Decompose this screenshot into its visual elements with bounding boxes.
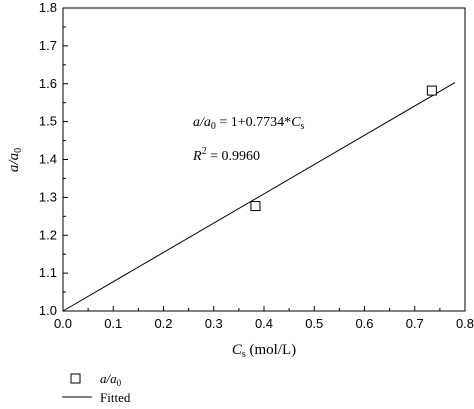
x-tick-label: 0.0 xyxy=(54,316,72,331)
x-tick-label: 0.1 xyxy=(104,316,122,331)
y-tick-label: 1.2 xyxy=(39,227,57,242)
legend-label-data: a/a0 xyxy=(100,371,122,388)
r-squared: R2 = 0.9960 xyxy=(192,146,260,164)
y-tick-label: 1.3 xyxy=(39,189,57,204)
y-tick-label: 1.0 xyxy=(39,303,57,318)
x-axis-ticks: 0.0 0.1 0.2 0.3 0.4 0.5 0.6 0.7 0.8 xyxy=(54,306,474,331)
y-axis-ticks: 1.0 1.1 1.2 1.3 1.4 1.5 1.6 1.7 1.8 xyxy=(39,0,68,318)
y-tick-label: 1.7 xyxy=(39,38,57,53)
y-tick-label: 1.4 xyxy=(39,152,57,167)
y-tick-label: 1.1 xyxy=(39,265,57,280)
x-tick-label: 0.6 xyxy=(355,316,373,331)
x-tick-label: 0.2 xyxy=(154,316,172,331)
fitted-line xyxy=(62,82,456,312)
y-tick-label: 1.5 xyxy=(39,114,57,129)
x-axis-title: Cs (mol/L) xyxy=(232,342,296,360)
fit-equation: a/a0 = 1+0.7734*Cs xyxy=(193,115,305,132)
data-point-square xyxy=(426,85,437,96)
legend-label-fitted: Fitted xyxy=(100,390,131,405)
legend: a/a0 Fitted xyxy=(62,371,131,405)
x-tick-label: 0.8 xyxy=(456,316,474,331)
y-tick-label: 1.6 xyxy=(39,76,57,91)
x-tick-label: 0.7 xyxy=(406,316,424,331)
x-tick-label: 0.3 xyxy=(205,316,223,331)
legend-marker-square xyxy=(70,373,81,384)
x-tick-label: 0.5 xyxy=(305,316,323,331)
y-tick-label: 1.8 xyxy=(39,0,57,15)
y-axis-title: a/a0 xyxy=(6,148,24,172)
x-tick-label: 0.4 xyxy=(255,316,273,331)
plot-frame xyxy=(62,7,466,312)
data-point-square xyxy=(250,201,261,212)
chart-marks xyxy=(62,82,456,312)
